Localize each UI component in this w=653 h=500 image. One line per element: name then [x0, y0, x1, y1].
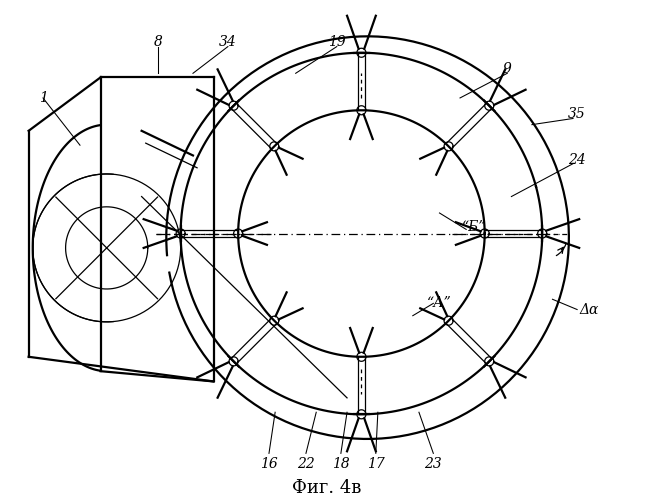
Text: 23: 23	[424, 456, 442, 470]
Text: 34: 34	[219, 36, 237, 50]
Text: Фиг. 4в: Фиг. 4в	[292, 480, 361, 498]
Text: 8: 8	[153, 36, 163, 50]
Text: “Б”: “Б”	[462, 220, 486, 234]
Text: 9: 9	[503, 62, 512, 76]
Text: 24: 24	[568, 152, 586, 166]
Text: 22: 22	[297, 456, 315, 470]
Text: 18: 18	[332, 456, 350, 470]
Text: 1: 1	[39, 91, 48, 105]
Text: Δα: Δα	[580, 302, 599, 316]
Text: 17: 17	[367, 456, 385, 470]
Text: 35: 35	[568, 108, 586, 122]
Text: 19: 19	[328, 36, 345, 50]
Text: 16: 16	[260, 456, 278, 470]
Text: “А”: “А”	[427, 296, 452, 310]
